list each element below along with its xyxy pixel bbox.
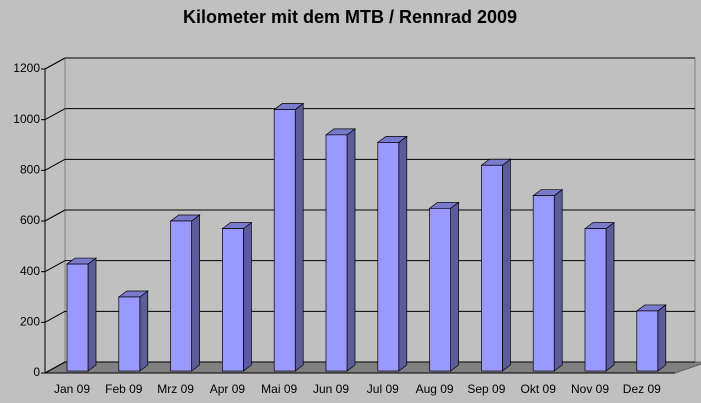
bar-side xyxy=(398,135,408,372)
bar-side xyxy=(450,201,459,372)
bar xyxy=(481,164,503,372)
grid-line xyxy=(44,310,66,323)
bar-side xyxy=(657,304,667,372)
y-tick-label: 1000 xyxy=(13,112,40,126)
x-tick-label: Mai 09 xyxy=(261,382,297,396)
bar xyxy=(273,109,296,372)
bar xyxy=(429,207,451,372)
x-tick-label: Jan 09 xyxy=(54,382,90,396)
bar xyxy=(584,228,607,372)
grid-line xyxy=(44,260,66,273)
bar-side xyxy=(243,221,252,372)
x-tick-label: Okt 09 xyxy=(521,382,557,396)
grid-line xyxy=(44,209,66,222)
y-tick-label: 800 xyxy=(20,163,40,177)
x-tick-label: Jul 09 xyxy=(367,382,399,396)
y-tick-label: 600 xyxy=(20,213,40,227)
bar xyxy=(532,195,555,372)
chart-title: Kilometer mit dem MTB / Rennrad 2009 xyxy=(183,7,517,27)
bar-side xyxy=(605,221,615,372)
y-tick-label: 400 xyxy=(20,264,40,278)
bar-side xyxy=(553,188,563,372)
x-tick-label: Feb 09 xyxy=(105,382,143,396)
grid-line xyxy=(44,158,66,171)
plot-area: 0 200 400 600 800 1000 1200 Jan 09 Feb 09 Mrz 09 A… xyxy=(13,57,701,396)
x-tick-label: Nov 09 xyxy=(571,382,609,396)
x-tick-label: Jun 09 xyxy=(313,382,349,396)
x-tick-label: Sep 09 xyxy=(467,382,505,396)
x-tick-label: Apr 09 xyxy=(210,382,246,396)
bar-side xyxy=(139,290,149,372)
x-tick-label: Mrz 09 xyxy=(157,382,194,396)
bar-side xyxy=(87,257,97,372)
y-tick-label: 0 xyxy=(33,365,40,379)
bar xyxy=(170,220,192,372)
bar xyxy=(118,296,141,372)
bar xyxy=(325,134,348,372)
x-tick-label: Dez 09 xyxy=(623,382,661,396)
bar xyxy=(377,142,400,372)
bar xyxy=(636,310,659,372)
bar-side xyxy=(294,102,304,372)
y-tick-label: 200 xyxy=(20,315,40,329)
grid-line xyxy=(44,57,66,70)
bar xyxy=(66,263,89,372)
bar-side xyxy=(191,214,200,372)
grid-line xyxy=(44,108,66,121)
x-tick-label: Aug 09 xyxy=(416,382,454,396)
bar-side xyxy=(502,158,511,372)
bar-side xyxy=(346,128,356,372)
y-tick-label: 1200 xyxy=(13,61,40,75)
grid-line xyxy=(44,361,66,374)
bar xyxy=(222,228,244,372)
